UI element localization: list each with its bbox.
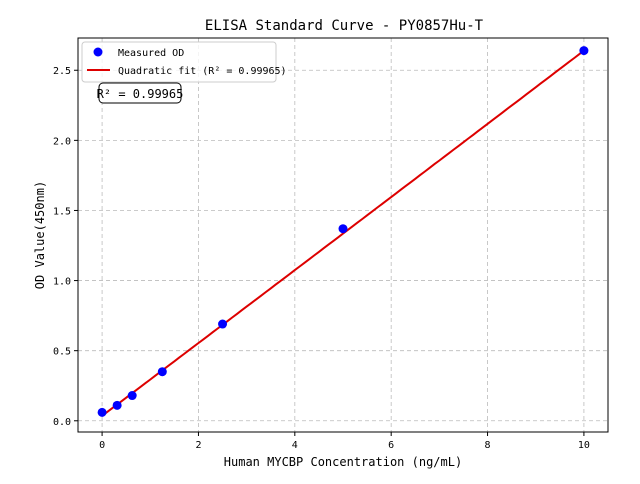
y-axis-label: OD Value(450nm) (33, 181, 47, 289)
r2-annotation: R² = 0.99965 (97, 82, 184, 104)
r2-annotation-box (98, 82, 182, 104)
chart-title: ELISA Standard Curve - PY0857Hu-T (205, 18, 484, 34)
legend-label-measured: Measured OD (118, 48, 184, 59)
x-tick-label: 10 (578, 440, 590, 451)
data-point (127, 391, 137, 401)
points-group (97, 46, 589, 417)
y-tick-label: 2.5 (53, 66, 71, 77)
y-tick-label: 2.0 (53, 136, 71, 147)
data-point (579, 46, 589, 56)
y-tick-label: 0.0 (53, 417, 71, 428)
x-ticks: 0 2 4 6 8 10 (99, 432, 590, 451)
fit-line-group (101, 49, 585, 417)
plot-frame (77, 37, 609, 433)
r2-annotation-text: R² = 0.99965 (97, 87, 184, 101)
x-tick-label: 8 (485, 440, 491, 451)
grid (78, 38, 608, 432)
data-point (112, 400, 122, 410)
y-tick-label: 1.0 (53, 277, 71, 288)
fit-line (101, 49, 585, 417)
x-tick-label: 6 (388, 440, 394, 451)
data-point (157, 367, 167, 377)
x-tick-label: 2 (195, 440, 201, 451)
legend-label-fit: Quadratic fit (R² = 0.99965) (118, 66, 287, 77)
data-point (338, 224, 348, 234)
y-tick-label: 0.5 (53, 347, 71, 358)
y-ticks: 0.0 0.5 1.0 1.5 2.0 2.5 (53, 66, 78, 428)
legend: Measured OD Quadratic fit (R² = 0.99965) (81, 41, 287, 83)
legend-marker-measured (93, 47, 103, 57)
x-tick-label: 4 (292, 440, 298, 451)
legend-box (81, 41, 277, 83)
data-point (97, 407, 107, 417)
y-tick-label: 1.5 (53, 206, 71, 217)
data-point (218, 319, 228, 329)
x-tick-label: 0 (99, 440, 105, 451)
x-axis-label: Human MYCBP Concentration (ng/mL) (224, 455, 462, 469)
